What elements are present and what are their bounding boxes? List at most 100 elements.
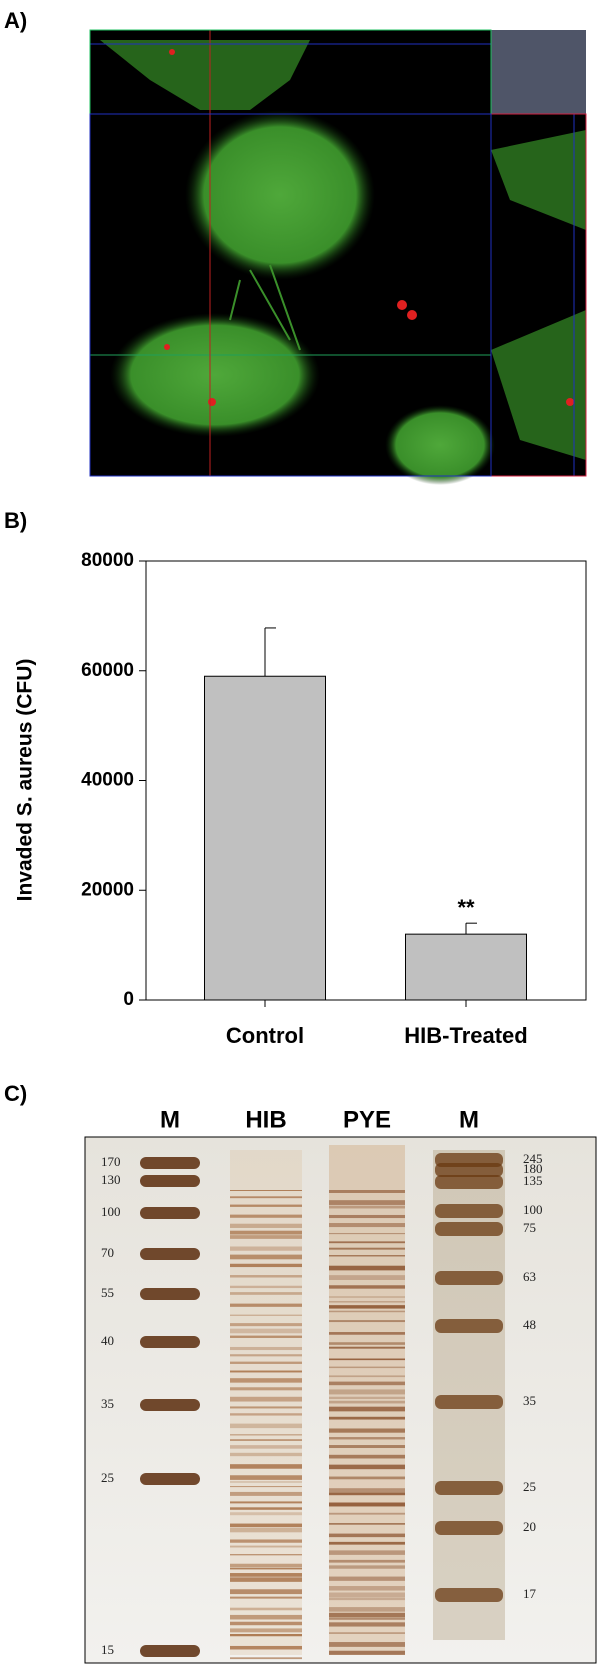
marker-label: 100 (101, 1204, 121, 1219)
band (329, 1255, 405, 1257)
band (230, 1434, 302, 1436)
band (230, 1303, 302, 1307)
band (230, 1323, 302, 1327)
band (329, 1533, 405, 1538)
band (230, 1545, 302, 1548)
band (140, 1288, 200, 1300)
band (329, 1488, 405, 1494)
x-tick-label: Control (226, 1023, 304, 1048)
band (230, 1423, 302, 1429)
band (329, 1305, 405, 1309)
band (329, 1275, 405, 1280)
band (230, 1196, 302, 1199)
band (140, 1248, 200, 1260)
band (435, 1319, 503, 1333)
band (329, 1618, 405, 1620)
band (230, 1445, 302, 1449)
band (329, 1476, 405, 1480)
band (329, 1502, 405, 1507)
band (329, 1310, 405, 1313)
band (329, 1597, 405, 1601)
band (329, 1445, 405, 1449)
marker-label: 15 (101, 1642, 114, 1657)
marker-label: 25 (523, 1479, 536, 1494)
band (230, 1501, 302, 1504)
y-axis-label: Invaded S. aureus (CFU) (14, 659, 37, 902)
band (230, 1378, 302, 1383)
band (329, 1389, 405, 1395)
band (329, 1437, 405, 1440)
lane-label: HIB (245, 1106, 286, 1133)
gel (84, 1136, 597, 1664)
band (230, 1596, 302, 1599)
band (329, 1632, 405, 1634)
band (230, 1285, 302, 1289)
band (329, 1428, 405, 1433)
band (329, 1320, 405, 1323)
band (329, 1190, 405, 1193)
marker-label: 100 (523, 1202, 543, 1217)
band (435, 1163, 503, 1177)
band (435, 1588, 503, 1602)
band (230, 1634, 302, 1637)
marker-label: 245 (523, 1151, 543, 1166)
band (435, 1175, 503, 1189)
band (230, 1263, 302, 1268)
band (230, 1614, 302, 1620)
marker-label: 75 (523, 1220, 536, 1235)
band (230, 1589, 302, 1595)
x-tick-label: HIB-Treated (404, 1023, 527, 1048)
band (329, 1366, 405, 1369)
band (329, 1233, 405, 1235)
marker-label: 135 (523, 1173, 543, 1188)
band (230, 1464, 302, 1469)
band (329, 1285, 405, 1289)
band (230, 1314, 302, 1316)
band (140, 1175, 200, 1187)
band (329, 1241, 405, 1244)
panel-label: B) (4, 508, 27, 533)
band (329, 1512, 405, 1515)
band (329, 1565, 405, 1569)
lane-label: M (459, 1106, 479, 1133)
band (329, 1622, 405, 1627)
band (329, 1586, 405, 1591)
band (230, 1657, 302, 1660)
band (230, 1223, 302, 1228)
band (140, 1399, 200, 1411)
band (329, 1301, 405, 1303)
band (230, 1475, 302, 1480)
band (329, 1346, 405, 1349)
bar (405, 933, 527, 1001)
band (329, 1416, 405, 1420)
band (230, 1406, 302, 1409)
band (435, 1271, 503, 1285)
band (230, 1607, 302, 1611)
band (230, 1573, 302, 1577)
band (329, 1607, 405, 1612)
marker-label: 48 (523, 1317, 536, 1332)
panel-label: C) (4, 1081, 27, 1106)
band (329, 1454, 405, 1459)
band (230, 1346, 302, 1351)
band (230, 1387, 302, 1391)
band (140, 1336, 200, 1348)
band (329, 1576, 405, 1581)
band (435, 1395, 503, 1409)
band (230, 1413, 302, 1416)
band (230, 1481, 302, 1483)
band (329, 1358, 405, 1361)
band (329, 1223, 405, 1228)
band (230, 1512, 302, 1516)
band (329, 1265, 405, 1271)
band (230, 1246, 302, 1251)
y-tick-label: 60000 (81, 660, 134, 681)
band (230, 1328, 302, 1334)
marker-label: 20 (523, 1519, 536, 1534)
band (230, 1527, 302, 1533)
band (329, 1296, 405, 1298)
marker-label: 40 (101, 1333, 114, 1348)
band (230, 1292, 302, 1295)
y-tick-label: 80000 (81, 550, 134, 571)
band (329, 1406, 405, 1412)
